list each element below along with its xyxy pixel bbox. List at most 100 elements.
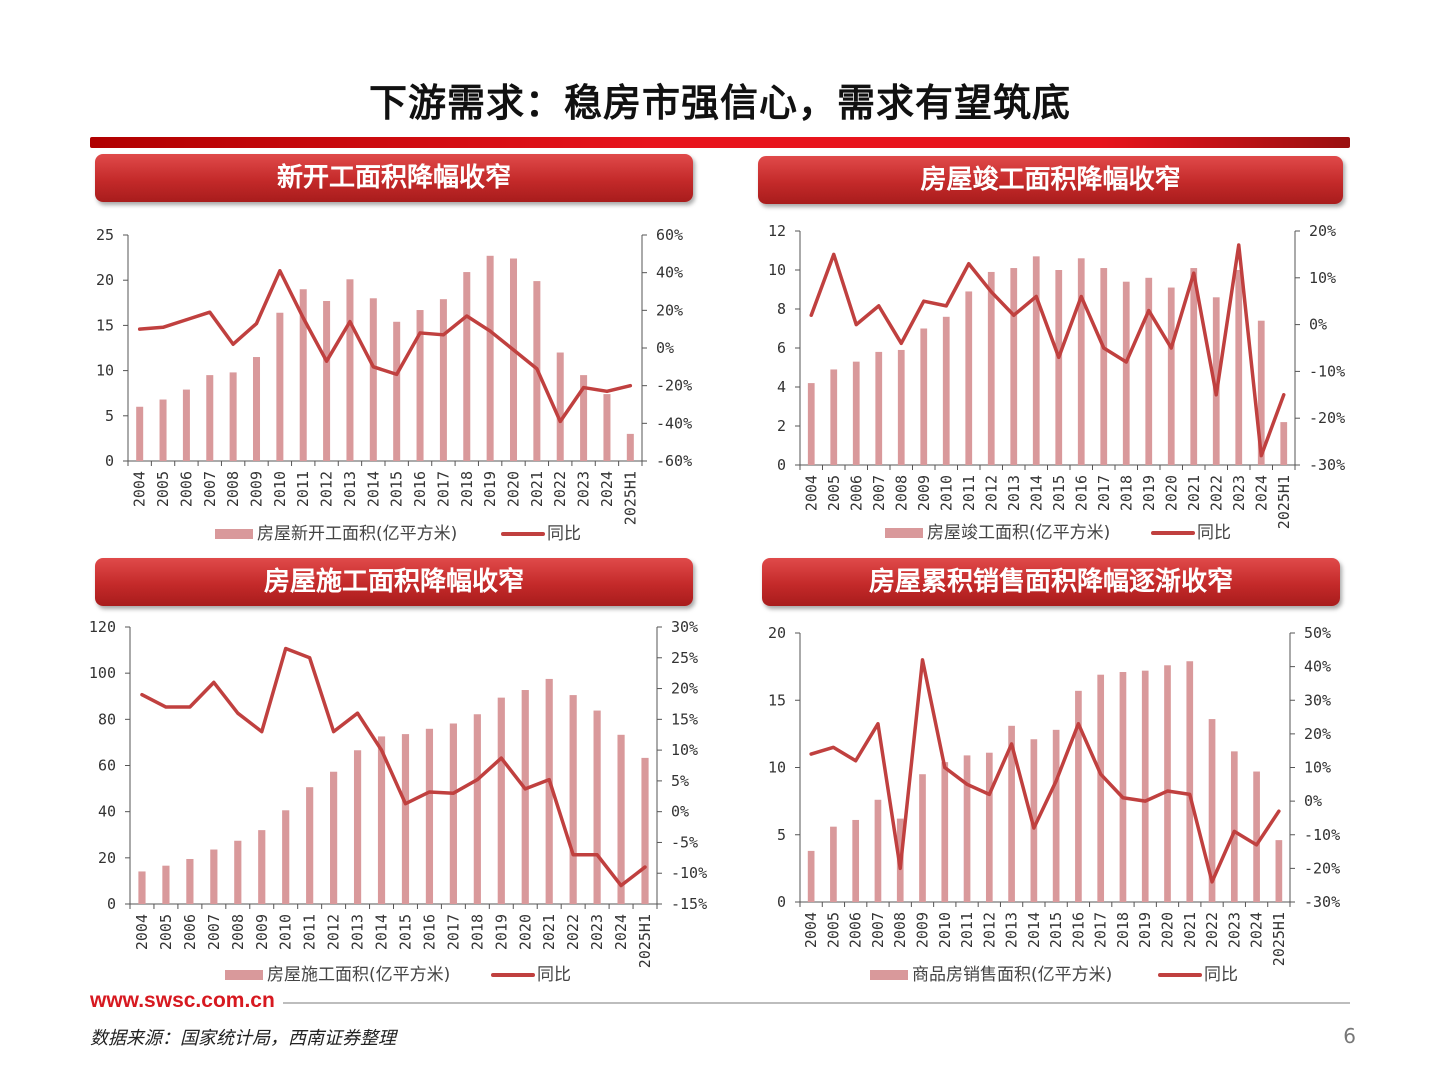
bar — [941, 762, 949, 902]
right-axis-tick-label: 15% — [671, 710, 698, 728]
yoy-point — [809, 313, 813, 317]
legend-bar-label: 商品房销售面积(亿平方米) — [912, 965, 1112, 985]
yoy-point — [1099, 772, 1103, 776]
left-axis-tick-label: 0 — [105, 452, 114, 470]
yoy-point — [1102, 346, 1106, 350]
bar — [987, 271, 995, 465]
x-axis-tick-label: 2009 — [253, 914, 271, 950]
yoy-point — [188, 705, 192, 709]
x-axis-tick-label: 2022 — [551, 471, 569, 507]
right-axis-tick-label: 10% — [1309, 269, 1336, 287]
bar — [136, 406, 144, 461]
yoy-point — [643, 865, 647, 869]
bar — [919, 774, 926, 902]
title-underline-bar — [90, 137, 1350, 148]
page-title: 下游需求：稳房市强信心，需求有望筑底 — [368, 81, 1071, 125]
right-axis-tick-label: 20% — [656, 301, 683, 319]
legend-bar-swatch — [215, 529, 253, 539]
bar — [206, 375, 214, 461]
yoy-point — [571, 853, 575, 857]
x-axis-tick-label: 2022 — [1203, 912, 1221, 948]
bar — [473, 714, 481, 904]
footer-divider — [90, 1002, 1350, 1004]
yoy-point — [284, 647, 288, 651]
bar — [897, 349, 905, 465]
legend-bar-swatch — [870, 970, 908, 980]
yoy-point — [547, 778, 551, 782]
bar — [509, 258, 518, 461]
bar — [1167, 287, 1175, 465]
left-axis-tick-label: 5 — [777, 826, 786, 844]
chart-new-starts: 0 5 10 15 20 25 -60% -40% -20% 0% 20% 40% 60% 2004 200… — [96, 226, 692, 544]
yoy-point — [465, 314, 469, 318]
yoy-point — [308, 656, 312, 660]
legend-bar-label: 房屋竣工面积(亿平方米) — [927, 523, 1110, 543]
x-axis-tick-label: 2019 — [1136, 912, 1154, 948]
right-axis-tick-label: 50% — [1304, 624, 1331, 642]
left-axis-tick-label: 10 — [96, 362, 114, 380]
yoy-point — [854, 323, 858, 327]
yoy-point — [944, 304, 948, 308]
bar — [1008, 725, 1015, 902]
legend-bar-swatch — [225, 970, 263, 980]
bar — [1186, 661, 1194, 902]
x-axis-tick-label: 2014 — [1025, 912, 1043, 948]
bar — [1208, 719, 1216, 902]
x-axis-tick-label: 2017 — [434, 471, 452, 507]
right-axis-tick-label: 5% — [671, 772, 689, 790]
yoy-point — [1034, 295, 1038, 299]
yoy-point — [236, 711, 240, 715]
bar — [369, 298, 377, 461]
legend-line-label: 同比 — [1204, 965, 1238, 985]
yoy-point — [1255, 843, 1259, 847]
yoy-point — [380, 748, 384, 752]
bar — [1122, 281, 1130, 465]
bar — [210, 849, 218, 904]
yoy-point — [987, 792, 991, 796]
x-axis-tick-label: 2012 — [325, 914, 343, 950]
yoy-point — [371, 365, 375, 369]
x-axis-tick-label: 2024 — [598, 471, 616, 507]
bar — [852, 361, 860, 465]
bar — [593, 710, 601, 904]
yoy-point — [1282, 393, 1286, 397]
yoy-point — [138, 327, 142, 331]
x-axis-tick-label: 2016 — [420, 914, 438, 950]
x-axis-tick-label: 2019 — [1140, 475, 1158, 511]
yoy-point — [348, 320, 352, 324]
x-axis-tick-label: 2017 — [1095, 475, 1113, 511]
x-axis-tick-label: 2018 — [1114, 912, 1132, 948]
page-number: 6 — [1343, 1024, 1356, 1048]
yoy-point — [1010, 742, 1014, 746]
right-axis-tick-label: 0% — [671, 803, 689, 821]
panel-header-sales-area: 房屋累积销售面积降幅逐渐收窄 — [762, 558, 1340, 606]
bar — [1055, 270, 1063, 465]
left-axis-tick-label: 10 — [768, 261, 786, 279]
yoy-point — [1188, 792, 1192, 796]
bar — [276, 312, 284, 461]
x-axis-tick-label: 2010 — [271, 471, 289, 507]
bar — [138, 871, 146, 904]
yoy-line — [140, 646, 647, 888]
yoy-point — [451, 791, 455, 795]
yoy-line — [809, 243, 1286, 458]
yoy-point — [231, 342, 235, 346]
yoy-point — [140, 693, 144, 697]
x-axis-tick-label: 2011 — [294, 471, 312, 507]
x-axis-tick-label: 2023 — [588, 914, 606, 950]
x-axis-tick-label: 2013 — [1003, 912, 1021, 948]
bar — [1230, 751, 1238, 902]
bar — [1275, 840, 1283, 902]
site-url[interactable]: www.swsc.com.cn — [90, 989, 283, 1013]
yoy-point — [1121, 796, 1125, 800]
bar — [1077, 258, 1085, 465]
yoy-point — [582, 386, 586, 390]
bar — [162, 865, 170, 904]
right-axis-tick-label: -20% — [1309, 409, 1345, 427]
panel-header-completions: 房屋竣工面积降幅收窄 — [758, 156, 1343, 204]
x-axis-tick-label: 2010 — [937, 475, 955, 511]
bar — [1010, 268, 1018, 465]
x-axis-tick-label: 2017 — [444, 914, 462, 950]
x-axis-tick-label: 2008 — [891, 912, 909, 948]
yoy-point — [831, 745, 835, 749]
